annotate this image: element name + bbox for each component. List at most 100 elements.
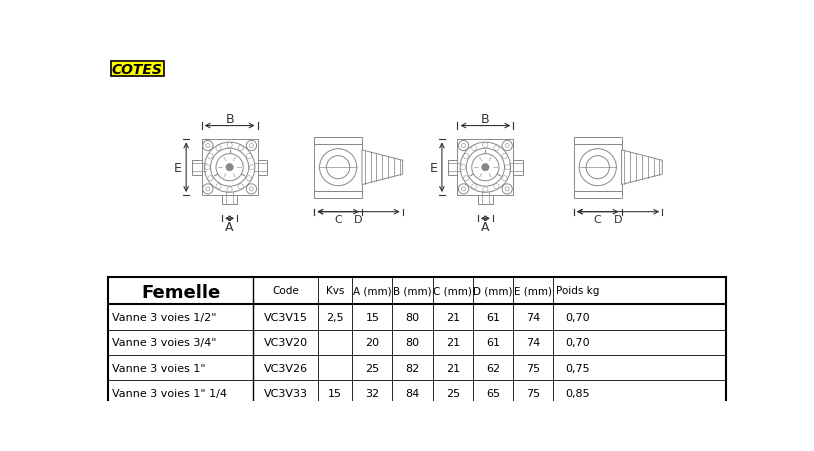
Text: Kvs: Kvs	[326, 286, 344, 296]
Polygon shape	[362, 151, 403, 185]
Text: Vanne 3 voies 3/4": Vanne 3 voies 3/4"	[112, 338, 217, 348]
Text: COTES: COTES	[112, 63, 163, 77]
Text: A (mm): A (mm)	[353, 286, 392, 296]
Text: VC3V26: VC3V26	[264, 363, 308, 373]
Circle shape	[458, 141, 469, 151]
Text: 20: 20	[365, 338, 379, 348]
Circle shape	[494, 184, 499, 189]
Text: 0,70: 0,70	[566, 338, 590, 348]
Circle shape	[505, 188, 510, 192]
Text: 0,85: 0,85	[566, 388, 590, 398]
Circle shape	[206, 144, 210, 148]
Text: Vanne 3 voies 1" 1/4: Vanne 3 voies 1" 1/4	[112, 388, 227, 398]
Text: E (mm): E (mm)	[514, 286, 552, 296]
Text: B: B	[481, 113, 490, 126]
Text: D (mm): D (mm)	[473, 286, 513, 296]
Circle shape	[502, 184, 512, 194]
Text: 74: 74	[526, 338, 540, 348]
Text: B: B	[225, 113, 234, 126]
Circle shape	[460, 143, 510, 193]
Bar	[574, 192, 622, 198]
Circle shape	[471, 146, 477, 152]
Bar	[108, 277, 726, 406]
Circle shape	[494, 146, 499, 152]
Text: 2,5: 2,5	[326, 312, 344, 322]
Circle shape	[463, 176, 469, 181]
Circle shape	[502, 154, 507, 159]
Bar	[192, 161, 202, 175]
Circle shape	[216, 154, 243, 181]
Text: 84: 84	[405, 388, 420, 398]
Text: 82: 82	[405, 363, 420, 373]
Text: Femelle: Femelle	[141, 283, 221, 301]
Text: 32: 32	[365, 388, 379, 398]
Circle shape	[206, 188, 210, 192]
Circle shape	[205, 165, 210, 170]
Circle shape	[320, 149, 357, 186]
Circle shape	[239, 146, 243, 152]
Circle shape	[458, 184, 469, 194]
Text: 21: 21	[446, 338, 460, 348]
Bar	[514, 161, 523, 175]
Circle shape	[203, 184, 213, 194]
Bar	[314, 192, 362, 198]
Circle shape	[211, 149, 249, 187]
Text: 75: 75	[526, 363, 540, 373]
Circle shape	[204, 143, 255, 193]
Circle shape	[462, 188, 466, 192]
Circle shape	[216, 146, 221, 152]
Circle shape	[227, 143, 232, 148]
Text: 62: 62	[486, 363, 500, 373]
Circle shape	[247, 184, 256, 194]
Text: C (mm): C (mm)	[433, 286, 472, 296]
Text: 80: 80	[405, 338, 419, 348]
Circle shape	[579, 149, 616, 186]
Circle shape	[502, 141, 512, 151]
Circle shape	[483, 187, 488, 193]
Text: C: C	[335, 215, 342, 225]
Text: 15: 15	[328, 388, 342, 398]
Text: 15: 15	[365, 312, 379, 322]
Text: 21: 21	[446, 363, 460, 373]
Bar	[574, 137, 622, 144]
Circle shape	[461, 165, 466, 170]
Text: 0,70: 0,70	[566, 312, 590, 322]
Circle shape	[216, 184, 221, 189]
Circle shape	[208, 176, 213, 181]
Text: 0,75: 0,75	[566, 363, 590, 373]
Text: Vanne 3 voies 1/2": Vanne 3 voies 1/2"	[112, 312, 217, 322]
Circle shape	[247, 176, 252, 181]
Circle shape	[471, 184, 477, 189]
Polygon shape	[622, 151, 663, 185]
Circle shape	[249, 165, 255, 170]
Bar	[574, 144, 622, 192]
Circle shape	[483, 143, 488, 148]
Bar	[202, 140, 257, 196]
Text: 80: 80	[405, 312, 419, 322]
Text: A: A	[225, 220, 234, 233]
Text: VC3V20: VC3V20	[264, 338, 308, 348]
Circle shape	[225, 164, 234, 171]
Bar	[111, 62, 164, 77]
Circle shape	[505, 144, 510, 148]
Text: E: E	[430, 161, 437, 175]
Text: D: D	[354, 215, 363, 225]
Circle shape	[462, 144, 466, 148]
Text: VC3V15: VC3V15	[264, 312, 308, 322]
Text: 74: 74	[526, 312, 540, 322]
Circle shape	[247, 154, 252, 159]
Text: D: D	[614, 215, 623, 225]
Circle shape	[326, 156, 350, 179]
Bar	[448, 161, 457, 175]
Text: B (mm): B (mm)	[393, 286, 432, 296]
Bar	[314, 144, 362, 192]
Bar	[257, 161, 267, 175]
Circle shape	[505, 165, 510, 170]
Text: 65: 65	[486, 388, 500, 398]
Circle shape	[208, 154, 213, 159]
Bar	[314, 137, 362, 144]
Circle shape	[203, 141, 213, 151]
Text: 21: 21	[446, 312, 460, 322]
Text: 61: 61	[486, 338, 500, 348]
Circle shape	[463, 154, 469, 159]
